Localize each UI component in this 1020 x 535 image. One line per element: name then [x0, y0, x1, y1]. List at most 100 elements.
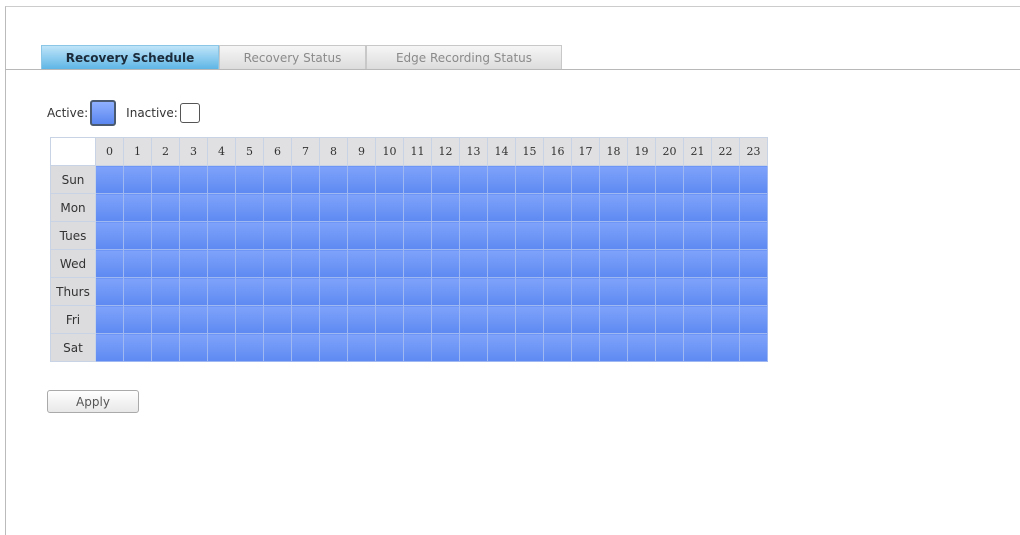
schedule-cell[interactable] — [543, 249, 572, 278]
schedule-cell[interactable] — [235, 249, 264, 278]
schedule-cell[interactable] — [571, 165, 600, 194]
schedule-cell[interactable] — [95, 277, 124, 306]
schedule-cell[interactable] — [403, 221, 432, 250]
schedule-cell[interactable] — [599, 305, 628, 334]
schedule-cell[interactable] — [487, 165, 516, 194]
schedule-cell[interactable] — [739, 305, 768, 334]
schedule-cell[interactable] — [627, 193, 656, 222]
schedule-cell[interactable] — [319, 249, 348, 278]
schedule-cell[interactable] — [123, 249, 152, 278]
schedule-cell[interactable] — [683, 165, 712, 194]
schedule-cell[interactable] — [347, 193, 376, 222]
schedule-cell[interactable] — [543, 193, 572, 222]
schedule-cell[interactable] — [711, 249, 740, 278]
hour-header[interactable]: 14 — [487, 137, 516, 166]
schedule-cell[interactable] — [683, 249, 712, 278]
inactive-swatch[interactable] — [179, 103, 200, 123]
schedule-cell[interactable] — [655, 333, 684, 362]
schedule-cell[interactable] — [515, 221, 544, 250]
schedule-cell[interactable] — [151, 305, 180, 334]
schedule-cell[interactable] — [627, 165, 656, 194]
schedule-cell[interactable] — [683, 305, 712, 334]
schedule-cell[interactable] — [403, 165, 432, 194]
schedule-cell[interactable] — [123, 333, 152, 362]
schedule-cell[interactable] — [235, 193, 264, 222]
schedule-cell[interactable] — [683, 277, 712, 306]
schedule-cell[interactable] — [403, 277, 432, 306]
schedule-cell[interactable] — [95, 305, 124, 334]
schedule-cell[interactable] — [319, 193, 348, 222]
schedule-cell[interactable] — [599, 165, 628, 194]
schedule-cell[interactable] — [515, 193, 544, 222]
schedule-cell[interactable] — [459, 165, 488, 194]
schedule-cell[interactable] — [543, 221, 572, 250]
schedule-cell[interactable] — [179, 165, 208, 194]
hour-header[interactable]: 17 — [571, 137, 600, 166]
day-header[interactable]: Tues — [50, 221, 96, 250]
hour-header[interactable]: 9 — [347, 137, 376, 166]
schedule-cell[interactable] — [711, 193, 740, 222]
schedule-cell[interactable] — [403, 333, 432, 362]
schedule-cell[interactable] — [291, 277, 320, 306]
schedule-cell[interactable] — [599, 333, 628, 362]
schedule-cell[interactable] — [263, 165, 292, 194]
schedule-cell[interactable] — [571, 221, 600, 250]
schedule-cell[interactable] — [627, 305, 656, 334]
schedule-cell[interactable] — [375, 333, 404, 362]
schedule-cell[interactable] — [291, 165, 320, 194]
schedule-cell[interactable] — [375, 221, 404, 250]
hour-header[interactable]: 4 — [207, 137, 236, 166]
schedule-cell[interactable] — [431, 165, 460, 194]
schedule-cell[interactable] — [347, 305, 376, 334]
schedule-cell[interactable] — [207, 193, 236, 222]
schedule-cell[interactable] — [151, 193, 180, 222]
schedule-cell[interactable] — [291, 305, 320, 334]
schedule-cell[interactable] — [739, 193, 768, 222]
schedule-cell[interactable] — [235, 333, 264, 362]
schedule-cell[interactable] — [515, 277, 544, 306]
schedule-cell[interactable] — [655, 165, 684, 194]
schedule-cell[interactable] — [487, 277, 516, 306]
schedule-cell[interactable] — [543, 165, 572, 194]
schedule-cell[interactable] — [179, 277, 208, 306]
schedule-cell[interactable] — [711, 305, 740, 334]
schedule-cell[interactable] — [487, 305, 516, 334]
hour-header[interactable]: 8 — [319, 137, 348, 166]
schedule-cell[interactable] — [235, 305, 264, 334]
schedule-cell[interactable] — [123, 193, 152, 222]
schedule-cell[interactable] — [347, 221, 376, 250]
schedule-cell[interactable] — [235, 277, 264, 306]
schedule-cell[interactable] — [571, 305, 600, 334]
schedule-cell[interactable] — [739, 277, 768, 306]
schedule-cell[interactable] — [263, 277, 292, 306]
schedule-cell[interactable] — [179, 333, 208, 362]
schedule-cell[interactable] — [319, 165, 348, 194]
tab-recovery-status[interactable]: Recovery Status — [219, 45, 366, 69]
schedule-cell[interactable] — [207, 165, 236, 194]
schedule-cell[interactable] — [739, 333, 768, 362]
schedule-cell[interactable] — [235, 221, 264, 250]
schedule-cell[interactable] — [515, 333, 544, 362]
schedule-cell[interactable] — [655, 221, 684, 250]
schedule-cell[interactable] — [683, 193, 712, 222]
day-header[interactable]: Mon — [50, 193, 96, 222]
schedule-cell[interactable] — [459, 221, 488, 250]
schedule-cell[interactable] — [347, 277, 376, 306]
hour-header[interactable]: 11 — [403, 137, 432, 166]
apply-button[interactable]: Apply — [47, 390, 139, 413]
hour-header[interactable]: 23 — [739, 137, 768, 166]
hour-header[interactable]: 7 — [291, 137, 320, 166]
schedule-cell[interactable] — [151, 333, 180, 362]
schedule-cell[interactable] — [683, 221, 712, 250]
schedule-cell[interactable] — [403, 249, 432, 278]
schedule-cell[interactable] — [543, 333, 572, 362]
schedule-cell[interactable] — [431, 305, 460, 334]
schedule-cell[interactable] — [431, 277, 460, 306]
schedule-cell[interactable] — [543, 305, 572, 334]
schedule-cell[interactable] — [263, 249, 292, 278]
schedule-cell[interactable] — [487, 333, 516, 362]
schedule-cell[interactable] — [375, 165, 404, 194]
schedule-cell[interactable] — [459, 333, 488, 362]
hour-header[interactable]: 10 — [375, 137, 404, 166]
day-header[interactable]: Fri — [50, 305, 96, 334]
